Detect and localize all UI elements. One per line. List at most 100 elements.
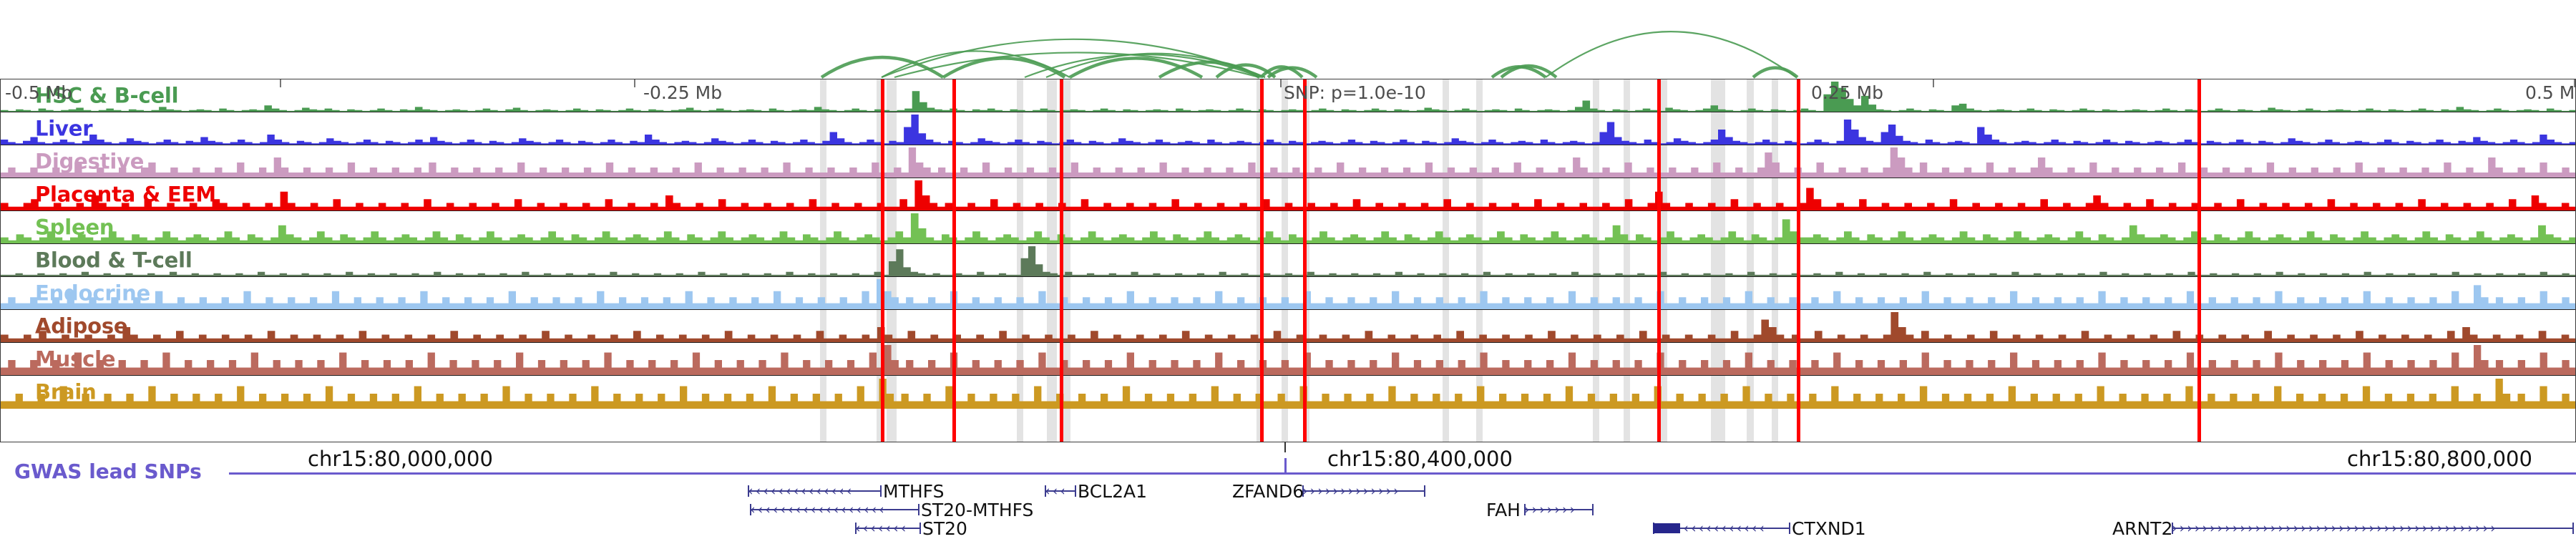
highlight-band <box>1257 79 1263 442</box>
gene-st20-mthfs[interactable]: ‹‹‹‹‹‹‹‹‹‹‹‹‹‹‹‹‹‹ ST20-MTHFS <box>0 500 2576 520</box>
gene-name-label: BCL2A1 <box>1078 481 1148 502</box>
gene-end-tick <box>750 504 751 515</box>
track-muscle[interactable]: Muscle <box>1 343 2575 376</box>
highlight-band <box>1624 79 1630 442</box>
gene-exon-box <box>1653 523 1680 533</box>
gene-end-tick <box>2572 523 2574 534</box>
gene-body-line <box>1653 528 1789 529</box>
highlight-band <box>1063 79 1070 442</box>
coordinate-and-gene-panel: GWAS lead SNPs chr15:80,000,000 chr15:80,… <box>0 442 2576 539</box>
track-blood-t-cell[interactable]: Blood & T-cell <box>1 244 2575 277</box>
highlight-band <box>1772 79 1778 442</box>
gene-body-line <box>748 490 880 492</box>
highlight-band <box>1747 79 1754 442</box>
signal-blood-t-cell <box>1 244 2575 276</box>
gene-name-label: ZFAND6 <box>1232 481 1304 502</box>
gwas-lead-snps-label: GWAS lead SNPs <box>14 460 202 483</box>
track-label-digestive: Digestive <box>35 148 145 173</box>
gene-name-label: CTXND1 <box>1792 518 1866 539</box>
gene-name-label: MTHFS <box>883 481 945 502</box>
highlight-band <box>877 79 883 442</box>
track-adipose[interactable]: Adipose <box>1 310 2575 343</box>
track-placenta-eem[interactable]: Placenta & EEM <box>1 178 2575 211</box>
gene-name-label: ST20 <box>922 518 967 539</box>
signal-digestive <box>1 145 2575 178</box>
gene-end-tick <box>2172 523 2173 534</box>
gene-body-line <box>2172 528 2572 529</box>
gene-end-tick <box>1424 485 1425 497</box>
gene-end-tick <box>1302 485 1304 497</box>
track-label-hsc-b-cell: HSC & B-cell <box>35 82 179 107</box>
gene-end-tick <box>880 485 882 497</box>
signal-liver <box>1 112 2575 145</box>
track-digestive[interactable]: Digestive <box>1 145 2575 178</box>
chromatin-interaction-arc-panel <box>0 0 2576 79</box>
track-brain[interactable]: Brain <box>1 376 2575 409</box>
highlight-band <box>1593 79 1599 442</box>
gene-end-tick <box>1789 523 1790 534</box>
signal-brain <box>1 376 2575 409</box>
track-hsc-b-cell[interactable]: HSC & B-cell <box>1 79 2575 112</box>
gene-ctxnd1[interactable]: ‹‹‹‹‹‹‹‹‹‹‹‹‹‹‹ CTXND1 <box>0 518 2576 539</box>
track-label-spleen: Spleen <box>35 214 114 239</box>
gene-body-line <box>855 528 919 529</box>
gene-name-label: ARNT2 <box>2112 518 2173 539</box>
gene-end-tick <box>1524 504 1526 515</box>
signal-muscle <box>1 343 2575 375</box>
arc-svg <box>820 31 1799 79</box>
signal-hsc-b-cell <box>1 79 2575 112</box>
gene-body-line <box>1045 490 1075 492</box>
gene-fah[interactable]: ››››››› FAH <box>0 500 2576 520</box>
gene-end-tick <box>918 504 919 515</box>
gwas-connector-line <box>229 472 2576 475</box>
track-label-adipose: Adipose <box>35 313 128 338</box>
signal-adipose <box>1 310 2575 342</box>
coordinate-label: chr15:80,000,000 <box>308 447 493 471</box>
gene-end-tick <box>1592 504 1594 515</box>
signal-track-stack: HSC & B-cell Liver Digestive Placenta & EEM… <box>0 79 2576 442</box>
track-endocrine[interactable]: Endocrine <box>1 277 2575 310</box>
gene-strand-arrows: ‹‹‹‹‹‹‹‹‹‹‹‹‹‹ <box>748 484 854 498</box>
gene-strand-arrows: ‹‹‹‹‹‹‹‹‹‹‹‹‹‹‹‹‹‹ <box>750 502 887 517</box>
signal-spleen <box>1 211 2575 243</box>
coordinate-label: chr15:80,800,000 <box>2347 447 2532 471</box>
coordinate-tick <box>1284 442 1286 452</box>
highlight-band <box>1661 79 1667 442</box>
track-liver[interactable]: Liver <box>1 112 2575 145</box>
signal-endocrine <box>1 277 2575 309</box>
highlight-band <box>1282 79 1288 442</box>
gene-strand-arrows: ››››››››››››››››››››››››››››››››››››››››… <box>2172 521 2498 535</box>
track-label-muscle: Muscle <box>35 346 116 371</box>
gene-strand-arrows: ‹‹‹‹‹‹‹‹‹‹‹‹‹‹‹ <box>1653 521 1767 535</box>
gene-end-tick <box>1075 485 1076 497</box>
gene-strand-arrows: ‹‹‹ <box>1045 484 1068 498</box>
gene-bcl2a1[interactable]: ‹‹‹ BCL2A1 <box>0 481 2576 502</box>
track-label-endocrine: Endocrine <box>35 280 151 305</box>
gene-strand-arrows: ‹‹‹‹‹‹‹ <box>855 521 909 535</box>
gene-strand-arrows: ››››››››››››› <box>1302 484 1401 498</box>
signal-placenta-eem <box>1 178 2575 210</box>
track-label-brain: Brain <box>35 379 97 404</box>
gene-name-label: FAH <box>1486 500 1521 520</box>
gene-mthfs[interactable]: ‹‹‹‹‹‹‹‹‹‹‹‹‹‹ MTHFS <box>0 481 2576 502</box>
track-label-placenta-eem: Placenta & EEM <box>35 181 216 206</box>
gene-end-tick <box>1045 485 1046 497</box>
track-label-liver: Liver <box>35 115 93 140</box>
gene-zfand6[interactable]: ››››››››››››› ZFAND6 <box>0 481 2576 502</box>
gene-end-tick <box>919 523 921 534</box>
highlight-band <box>1017 79 1023 442</box>
highlight-band <box>820 79 826 442</box>
track-spleen[interactable]: Spleen <box>1 211 2575 244</box>
track-label-blood-t-cell: Blood & T-cell <box>35 247 192 272</box>
gene-strand-arrows: ››››››› <box>1524 502 1578 517</box>
gene-body-line <box>750 509 918 510</box>
gwas-riser-tick <box>1284 458 1287 474</box>
gene-st20[interactable]: ‹‹‹‹‹‹‹ ST20 <box>0 518 2576 539</box>
highlight-band <box>1476 79 1483 442</box>
gene-end-tick <box>748 485 749 497</box>
coordinate-label: chr15:80,400,000 <box>1327 447 1513 471</box>
gene-end-tick <box>855 523 857 534</box>
gene-arnt2[interactable]: ››››››››››››››››››››››››››››››››››››››››… <box>0 518 2576 539</box>
gene-body-line <box>1302 490 1424 492</box>
